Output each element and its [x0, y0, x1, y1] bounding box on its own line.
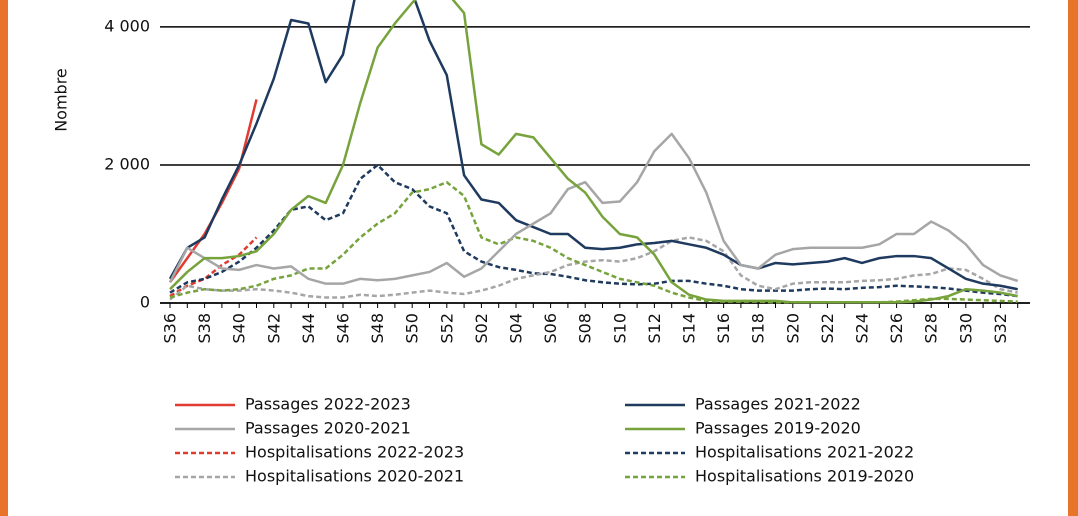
series-line: [168, 0, 1018, 291]
x-tick-label: S46: [334, 313, 353, 344]
y-tick-label: 0: [140, 293, 150, 312]
legend-label: Hospitalisations 2021-2022: [695, 443, 914, 462]
x-tick-label: S20: [783, 313, 802, 344]
x-tick-label: S44: [299, 313, 318, 344]
x-tick-label: S14: [680, 313, 699, 344]
x-tick-label: S24: [853, 313, 872, 344]
x-tick-label: S12: [645, 313, 664, 344]
legend-label: Hospitalisations 2019-2020: [695, 467, 914, 486]
x-tick-label: S52: [437, 313, 456, 344]
x-tick-label: S16: [714, 313, 733, 344]
frame-right: [1068, 0, 1078, 516]
x-tick-label: S26: [887, 313, 906, 344]
legend-label: Hospitalisations 2020-2021: [245, 467, 464, 486]
legend-label: Passages 2021-2022: [695, 395, 861, 414]
x-tick-label: S28: [922, 313, 941, 344]
x-tick-label: S02: [472, 313, 491, 344]
x-tick-label: S18: [749, 313, 768, 344]
x-tick-label: S30: [956, 313, 975, 344]
x-tick-label: S10: [610, 313, 629, 344]
x-tick-label: S50: [403, 313, 422, 344]
x-tick-label: S06: [541, 313, 560, 344]
x-tick-label: S04: [507, 313, 526, 344]
x-tick-label: S40: [230, 313, 249, 344]
y-axis-label: Nombre: [52, 68, 71, 132]
legend-label: Hospitalisations 2022-2023: [245, 443, 464, 462]
x-tick-label: S42: [264, 313, 283, 344]
legend-label: Passages 2019-2020: [695, 419, 861, 438]
x-tick-label: S38: [195, 313, 214, 344]
x-tick-label: S32: [991, 313, 1010, 344]
y-tick-label: 2 000: [104, 154, 150, 173]
series-line: [169, 0, 1018, 304]
y-tick-label: 4 000: [104, 16, 150, 35]
x-tick-label: S48: [368, 313, 387, 344]
x-tick-label: S22: [818, 313, 837, 344]
legend-label: Passages 2020-2021: [245, 419, 411, 438]
x-tick-label: S08: [576, 313, 595, 344]
x-tick-label: S36: [161, 313, 180, 344]
series-line: [169, 236, 1018, 301]
series-line: [169, 180, 1018, 304]
series-line: [168, 132, 1019, 285]
legend-label: Passages 2022-2023: [245, 395, 411, 414]
series-line: [169, 163, 1018, 298]
frame-left: [0, 0, 8, 516]
